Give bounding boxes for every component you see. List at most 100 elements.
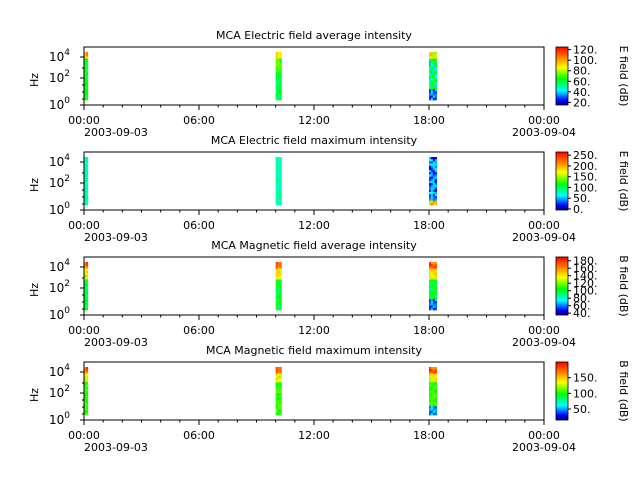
heatmap-cell	[432, 167, 436, 171]
heatmap-cell	[85, 165, 89, 169]
heatmap-cell	[277, 380, 280, 383]
heatmap-cell	[434, 161, 437, 164]
heatmap-cell	[429, 395, 432, 398]
heatmap-cell	[429, 196, 432, 199]
heatmap-cell	[275, 397, 278, 401]
heatmap-cell	[430, 412, 434, 416]
heatmap-cell	[275, 174, 278, 177]
heatmap-cell	[432, 410, 436, 414]
heatmap-cell	[84, 58, 87, 62]
heatmap-cell	[275, 183, 278, 186]
heatmap-cell	[434, 406, 437, 409]
heatmap-cell	[85, 71, 89, 75]
heatmap-cell	[430, 159, 434, 162]
heatmap-cell	[429, 73, 432, 77]
colorbar-tick-label: 60.	[573, 75, 591, 88]
heatmap-cell	[85, 181, 89, 184]
heatmap-cell	[434, 303, 437, 306]
heatmap-cell	[430, 275, 434, 278]
heatmap-cell	[277, 279, 280, 282]
heatmap-cell	[434, 272, 437, 276]
heatmap-cell	[432, 391, 436, 394]
heatmap-cell	[430, 404, 434, 407]
heatmap-cell	[275, 262, 278, 265]
heatmap-cell	[432, 369, 436, 372]
panel-3: MCA Magnetic field average intensity 100 1…	[28, 239, 630, 349]
heatmap-cell	[277, 170, 280, 173]
heatmap-cell	[429, 279, 432, 282]
heatmap-cell	[429, 178, 432, 182]
plot-frame	[83, 46, 545, 106]
heatmap-cell	[275, 170, 278, 173]
heatmap-cell	[432, 157, 436, 160]
heatmap-cell	[432, 303, 436, 306]
heatmap-cell	[429, 283, 432, 287]
heatmap-cell	[85, 262, 89, 265]
colorbar-tick-label: 100.	[573, 54, 598, 67]
x-tick-label: 00:00	[528, 429, 560, 442]
heatmap-cell	[430, 283, 434, 287]
heatmap-cell	[277, 401, 280, 405]
heatmap-cell	[434, 191, 437, 195]
heatmap-cell	[84, 95, 87, 99]
heatmap-cell	[84, 60, 87, 64]
heatmap-cell	[430, 399, 434, 403]
heatmap-cell	[277, 262, 280, 265]
heatmap-cell	[430, 91, 434, 94]
heatmap-cell	[277, 76, 280, 79]
heatmap-cell	[432, 279, 436, 282]
heatmap-cell	[430, 410, 434, 414]
colorbar-gradient	[555, 46, 569, 106]
heatmap-cell	[275, 84, 278, 88]
heatmap-cell	[85, 292, 89, 296]
heatmap-cell	[429, 264, 432, 267]
heatmap-cell	[279, 275, 282, 278]
spectrogram-blocks	[84, 367, 437, 416]
heatmap-cell	[430, 386, 434, 390]
heatmap-cell	[279, 395, 282, 398]
heatmap-cell	[430, 286, 434, 289]
heatmap-cell	[429, 185, 432, 188]
heatmap-cell	[279, 189, 282, 193]
heatmap-cell	[85, 296, 89, 300]
heatmap-cell	[85, 279, 89, 282]
heatmap-cell	[434, 170, 437, 173]
heatmap-cell	[430, 373, 434, 377]
heatmap-cell	[85, 388, 89, 392]
heatmap-cell	[434, 401, 437, 405]
heatmap-cell	[429, 406, 432, 409]
heatmap-cell	[84, 283, 87, 287]
heatmap-cell	[430, 174, 434, 177]
heatmap-cell	[275, 181, 278, 184]
heatmap-cell	[275, 401, 278, 405]
heatmap-cell	[277, 388, 280, 392]
heatmap-cell	[84, 292, 87, 296]
heatmap-cell	[85, 275, 89, 278]
heatmap-cell	[430, 71, 434, 75]
colorbar-gradient	[555, 151, 569, 211]
x-tick-label: 12:00	[298, 429, 330, 442]
heatmap-cell	[275, 388, 278, 392]
heatmap-cell	[277, 290, 280, 293]
heatmap-cell	[430, 391, 434, 394]
heatmap-cell	[432, 264, 436, 267]
heatmap-cell	[279, 78, 282, 81]
heatmap-cell	[85, 60, 89, 64]
heatmap-cell	[275, 97, 278, 101]
heatmap-cell	[85, 386, 89, 390]
heatmap-cell	[279, 294, 282, 298]
heatmap-cell	[429, 380, 432, 383]
heatmap-cell	[277, 54, 280, 57]
heatmap-cell	[429, 93, 432, 96]
heatmap-cell	[279, 89, 282, 92]
spectrogram-blocks	[84, 157, 437, 206]
heatmap-cell	[429, 382, 432, 385]
heatmap-cell	[430, 266, 434, 269]
data-interval-3	[429, 367, 437, 416]
heatmap-cell	[275, 386, 278, 390]
heatmap-cell	[434, 288, 437, 291]
heatmap-cell	[434, 97, 437, 101]
heatmap-cell	[434, 163, 437, 167]
heatmap-cell	[432, 170, 436, 173]
heatmap-cell	[85, 401, 89, 405]
